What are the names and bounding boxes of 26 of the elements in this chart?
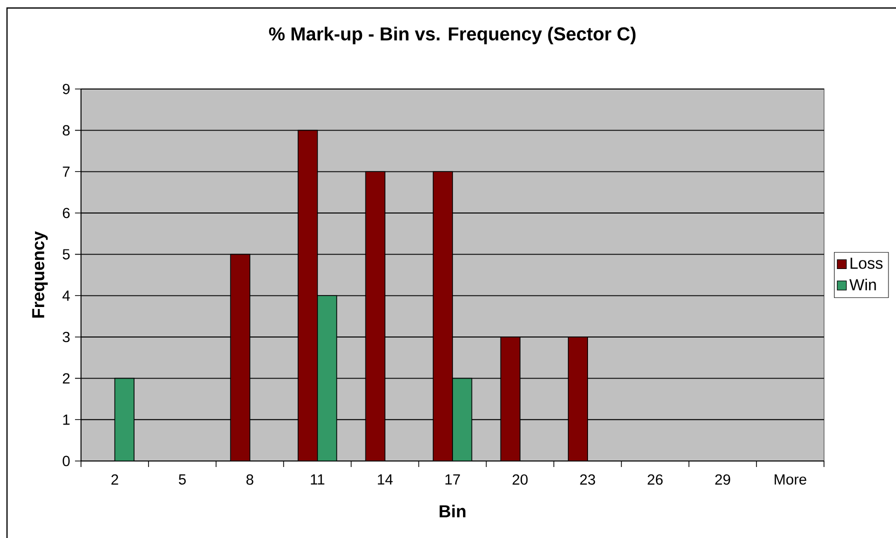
y-tick-label: 1 — [63, 414, 70, 425]
x-tick-label: 14 — [378, 474, 393, 484]
x-tick-label: More — [774, 474, 806, 485]
chart-title: % Mark-up - Bin vs. Frequency (Sector C) — [269, 26, 636, 44]
y-tick-label: 5 — [62, 249, 70, 260]
y-tick-label: 8 — [62, 125, 70, 136]
x-tick-label: 20 — [512, 474, 528, 485]
y-tick-label: 6 — [62, 208, 70, 218]
x-tick-label: 17 — [445, 474, 460, 484]
y-tick-label: 0 — [62, 456, 70, 466]
y-tick-label: 3 — [62, 332, 70, 342]
y-tick-label: 9 — [62, 84, 70, 94]
legend-label: Win — [849, 278, 876, 290]
y-tick-label: 4 — [62, 290, 70, 301]
legend-label: Loss — [850, 258, 883, 269]
x-tick-label: 11 — [310, 474, 324, 484]
x-tick-label: 23 — [580, 474, 596, 485]
x-tick-label: 5 — [178, 474, 186, 485]
x-tick-label: 29 — [715, 474, 730, 485]
x-tick-label: 2 — [111, 474, 118, 485]
x-tick-label: 8 — [246, 474, 254, 485]
y-tick-label: 2 — [62, 373, 70, 384]
x-tick-label: 26 — [648, 474, 663, 485]
x-axis-title: Bin — [440, 504, 466, 518]
y-tick-label: 7 — [62, 166, 70, 177]
y-axis-title: Frequency — [32, 231, 48, 318]
